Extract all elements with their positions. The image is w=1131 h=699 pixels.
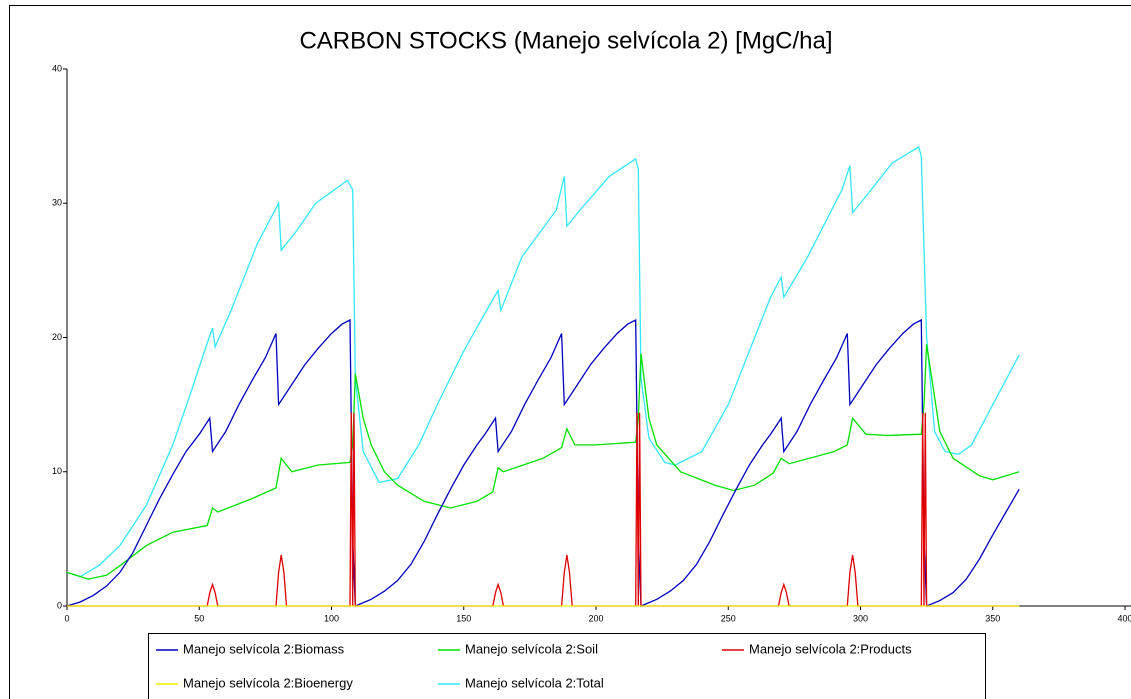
y-tick-label: 40 [52,63,62,73]
legend-label: Manejo selvícola 2:Total [465,675,604,690]
legend-box [148,633,986,699]
frame [9,5,1131,699]
x-tick-label: 400 [1117,613,1131,623]
x-tick-label: 100 [324,613,339,623]
x-tick-label: 300 [853,613,868,623]
legend-label: Manejo selvícola 2:Bioenergy [183,675,353,690]
x-tick-label: 250 [721,613,736,623]
y-tick-label: 10 [52,466,62,476]
series-line [66,318,1020,607]
y-tick-label: 0 [57,600,62,610]
y-tick-label: 20 [52,332,62,342]
legend-label: Manejo selvícola 2:Biomass [183,641,345,656]
x-tick-label: 0 [64,613,69,623]
x-tick-label: 350 [985,613,1000,623]
series-line [67,412,1020,607]
series-line [66,145,1020,578]
x-tick-label: 200 [588,613,603,623]
legend-label: Manejo selvícola 2:Soil [465,641,598,656]
x-tick-label: 150 [456,613,471,623]
y-tick-label: 30 [52,198,62,208]
chart-title: CARBON STOCKS (Manejo selvícola 2) [MgC/… [299,27,832,54]
legend-label: Manejo selvícola 2:Products [749,641,912,656]
x-tick-label: 50 [194,613,204,623]
series-line [66,344,1020,580]
